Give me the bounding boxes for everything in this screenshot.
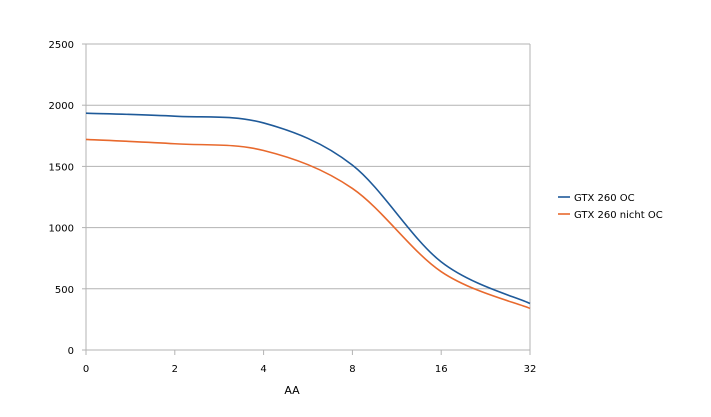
legend: GTX 260 OC GTX 260 nicht OC: [558, 193, 663, 221]
x-tick-label: 2: [172, 364, 178, 375]
x-tick-label: 8: [349, 364, 355, 375]
y-tick-label: 2000: [49, 101, 74, 112]
y-tick-label: 1000: [49, 224, 74, 235]
series-lines: [85, 112, 531, 310]
legend-label: GTX 260 OC: [574, 193, 635, 204]
axes: [82, 43, 531, 355]
tick-labels: 0 500 1000 1500 2000 2500 0 2 4 8 16 32: [49, 40, 537, 375]
y-tick-label: 2500: [49, 40, 74, 51]
x-axis-label: AA: [284, 384, 300, 397]
series-line-2: [85, 138, 531, 310]
y-tick-label: 1500: [49, 162, 74, 173]
x-tick-label: 16: [435, 364, 448, 375]
y-tick-label: 500: [55, 285, 74, 296]
x-tick-label: 32: [524, 364, 537, 375]
grid-lines: [86, 43, 530, 351]
x-tick-label: 0: [83, 364, 89, 375]
series-line-1: [85, 112, 531, 305]
x-tick-label: 4: [260, 364, 266, 375]
legend-label: GTX 260 nicht OC: [574, 210, 663, 221]
y-tick-label: 0: [68, 346, 74, 357]
